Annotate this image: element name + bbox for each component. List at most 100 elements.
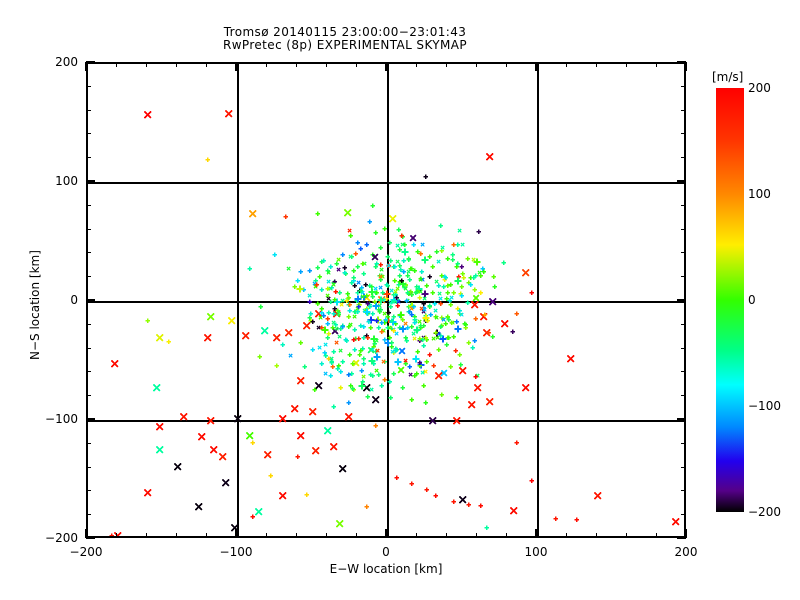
data-point-cross — [394, 242, 401, 249]
data-point-plus — [375, 306, 382, 313]
data-point-plus — [413, 327, 420, 334]
data-point-plus — [513, 439, 520, 446]
data-point-plus — [360, 334, 367, 341]
data-point-plus — [450, 333, 457, 340]
data-point-cross — [433, 278, 440, 285]
data-point-plus — [421, 313, 431, 323]
data-point-plus — [352, 335, 359, 342]
data-point-cross — [394, 285, 401, 292]
data-point-plus — [491, 283, 498, 290]
data-point-plus — [165, 338, 172, 345]
data-point-cross — [109, 358, 120, 369]
data-point-plus — [350, 336, 357, 343]
data-point-plus — [552, 515, 559, 522]
data-point-plus — [360, 360, 367, 367]
data-point-plus — [416, 362, 423, 369]
data-point-cross — [361, 260, 368, 267]
data-point-plus — [303, 491, 310, 498]
data-point-plus — [471, 337, 478, 344]
data-point-plus — [417, 250, 424, 257]
data-point-plus — [396, 262, 403, 269]
gridline-horizontal — [88, 301, 684, 303]
y-tick — [86, 323, 91, 325]
data-point-plus — [369, 372, 376, 379]
data-point-plus — [108, 532, 115, 536]
data-point-plus — [475, 228, 482, 235]
data-point-cross — [277, 413, 288, 424]
data-point-plus — [325, 330, 332, 337]
y-tick — [681, 371, 686, 373]
data-point-plus — [393, 474, 400, 481]
data-point-plus — [426, 273, 433, 280]
data-point-cross — [419, 369, 426, 376]
data-point-plus — [432, 329, 439, 336]
data-point-plus — [320, 312, 327, 319]
x-tick — [416, 533, 417, 538]
y-tick — [681, 109, 686, 111]
data-point-cross — [316, 344, 323, 351]
data-point-plus — [342, 270, 349, 277]
colorbar-unit-label: [m/s] — [712, 70, 744, 84]
data-point-plus — [377, 276, 384, 283]
data-point-cross — [310, 445, 321, 456]
data-point-plus — [388, 339, 395, 346]
data-point-plus — [438, 314, 445, 321]
data-point-plus — [282, 213, 289, 220]
data-point-plus — [445, 334, 452, 341]
data-point-cross — [499, 318, 510, 329]
data-point-plus — [357, 287, 364, 294]
y-tick — [677, 180, 686, 182]
data-point-cross — [389, 348, 396, 355]
data-point-plus — [443, 341, 450, 348]
data-point-cross — [476, 269, 483, 276]
data-point-plus — [395, 226, 402, 233]
data-point-cross — [379, 273, 386, 280]
data-point-plus — [407, 289, 414, 296]
colorbar-tick-label: −100 — [748, 399, 781, 413]
data-point-plus — [402, 360, 409, 367]
data-point-cross — [331, 308, 342, 319]
y-tick — [86, 347, 91, 349]
data-point-plus — [392, 345, 399, 352]
data-point-plus — [378, 328, 385, 335]
data-point-plus — [452, 347, 459, 354]
data-point-cross — [361, 382, 372, 393]
data-point-cross — [417, 276, 424, 283]
data-point-cross — [333, 325, 340, 332]
data-point-plus — [377, 306, 384, 313]
data-point-cross — [402, 285, 409, 292]
plot-area[interactable] — [86, 62, 686, 538]
data-point-cross — [508, 505, 519, 516]
y-tick — [677, 537, 686, 539]
data-point-plus — [312, 277, 319, 284]
data-point-cross — [420, 308, 427, 315]
data-point-cross — [193, 501, 204, 512]
data-point-plus — [416, 337, 423, 344]
data-point-cross — [368, 386, 375, 393]
data-point-cross — [419, 276, 426, 283]
colorbar[interactable] — [716, 88, 744, 512]
data-point-cross — [439, 244, 446, 251]
data-point-plus — [481, 311, 488, 318]
data-point-plus — [432, 492, 439, 499]
data-point-plus — [405, 290, 412, 297]
data-point-plus — [372, 289, 379, 296]
data-point-plus — [347, 232, 354, 239]
data-point-cross — [410, 330, 417, 337]
data-point-cross — [478, 311, 489, 322]
data-point-cross — [457, 365, 468, 376]
data-point-plus — [402, 281, 409, 288]
data-point-plus — [389, 295, 399, 305]
y-tick — [86, 371, 91, 373]
data-point-plus — [453, 276, 463, 286]
data-point-plus — [398, 279, 408, 289]
data-point-plus — [355, 303, 362, 310]
data-point-plus — [337, 325, 344, 332]
data-point-plus — [388, 317, 398, 327]
data-point-cross — [322, 370, 329, 377]
data-point-plus — [405, 308, 412, 315]
data-point-cross — [360, 373, 367, 380]
data-point-cross — [355, 279, 362, 286]
data-point-cross — [422, 368, 429, 375]
